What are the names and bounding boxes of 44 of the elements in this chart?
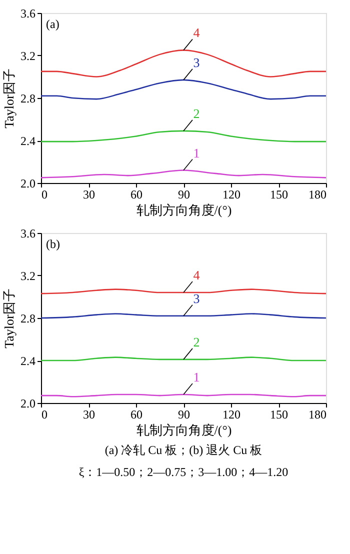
x-tick-label: 90 xyxy=(178,188,190,202)
x-tick-label: 120 xyxy=(222,408,240,422)
line-series xyxy=(40,79,327,100)
line-series xyxy=(40,50,327,78)
x-tick-label: 150 xyxy=(270,188,288,202)
series-label: 1 xyxy=(193,370,200,384)
series-label: 2 xyxy=(193,334,200,350)
line-series xyxy=(40,170,327,178)
x-tick-label: 30 xyxy=(83,188,95,202)
y-tick-label: 2.0 xyxy=(20,396,36,410)
x-tick-label: 0 xyxy=(42,188,48,202)
series-label: 4 xyxy=(193,268,200,282)
x-tick-label: 90 xyxy=(178,408,190,422)
y-tick-label: 3.2 xyxy=(20,49,36,63)
y-axis-title: Taylor因子 xyxy=(2,288,16,348)
x-tick-label: 0 xyxy=(42,408,48,422)
series-label: 3 xyxy=(193,54,200,70)
y-tick-label: 2.0 xyxy=(20,176,36,190)
series-label: 1 xyxy=(193,145,200,160)
x-tick-label: 120 xyxy=(222,188,240,202)
y-tick-label: 2.4 xyxy=(20,354,36,368)
text: (a) 冷轧 Cu 板；(b) 退火 Cu 板 xyxy=(104,443,262,457)
x-tick-label: 180 xyxy=(308,188,326,202)
y-tick-label: 2.4 xyxy=(20,134,36,148)
y-tick-label: 2.8 xyxy=(20,312,36,326)
series-label: 4 xyxy=(193,25,200,40)
line-series xyxy=(40,130,327,142)
x-axis-title: 轧制方向角度/(°) xyxy=(136,202,232,218)
x-axis-title: 轧制方向角度/(°) xyxy=(136,422,232,438)
y-tick-label: 2.8 xyxy=(20,92,36,106)
series-label: 2 xyxy=(193,106,200,121)
x-tick-label: 180 xyxy=(308,408,326,422)
y-tick-label: 3.2 xyxy=(20,269,36,283)
y-tick-label: 3.6 xyxy=(20,226,36,240)
x-tick-label: 60 xyxy=(130,408,142,422)
y-tick-label: 3.6 xyxy=(20,6,36,20)
x-tick-label: 150 xyxy=(270,408,288,422)
y-axis-title: Taylor因子 xyxy=(2,68,16,128)
annotation: (b) xyxy=(46,237,60,251)
series-label: 3 xyxy=(193,290,200,306)
x-tick-label: 60 xyxy=(130,188,142,202)
x-tick-label: 30 xyxy=(83,408,95,422)
annotation: (a) xyxy=(46,17,60,31)
text: ξ：1—0.50；2—0.75；3—1.00；4—1.20 xyxy=(78,465,288,479)
